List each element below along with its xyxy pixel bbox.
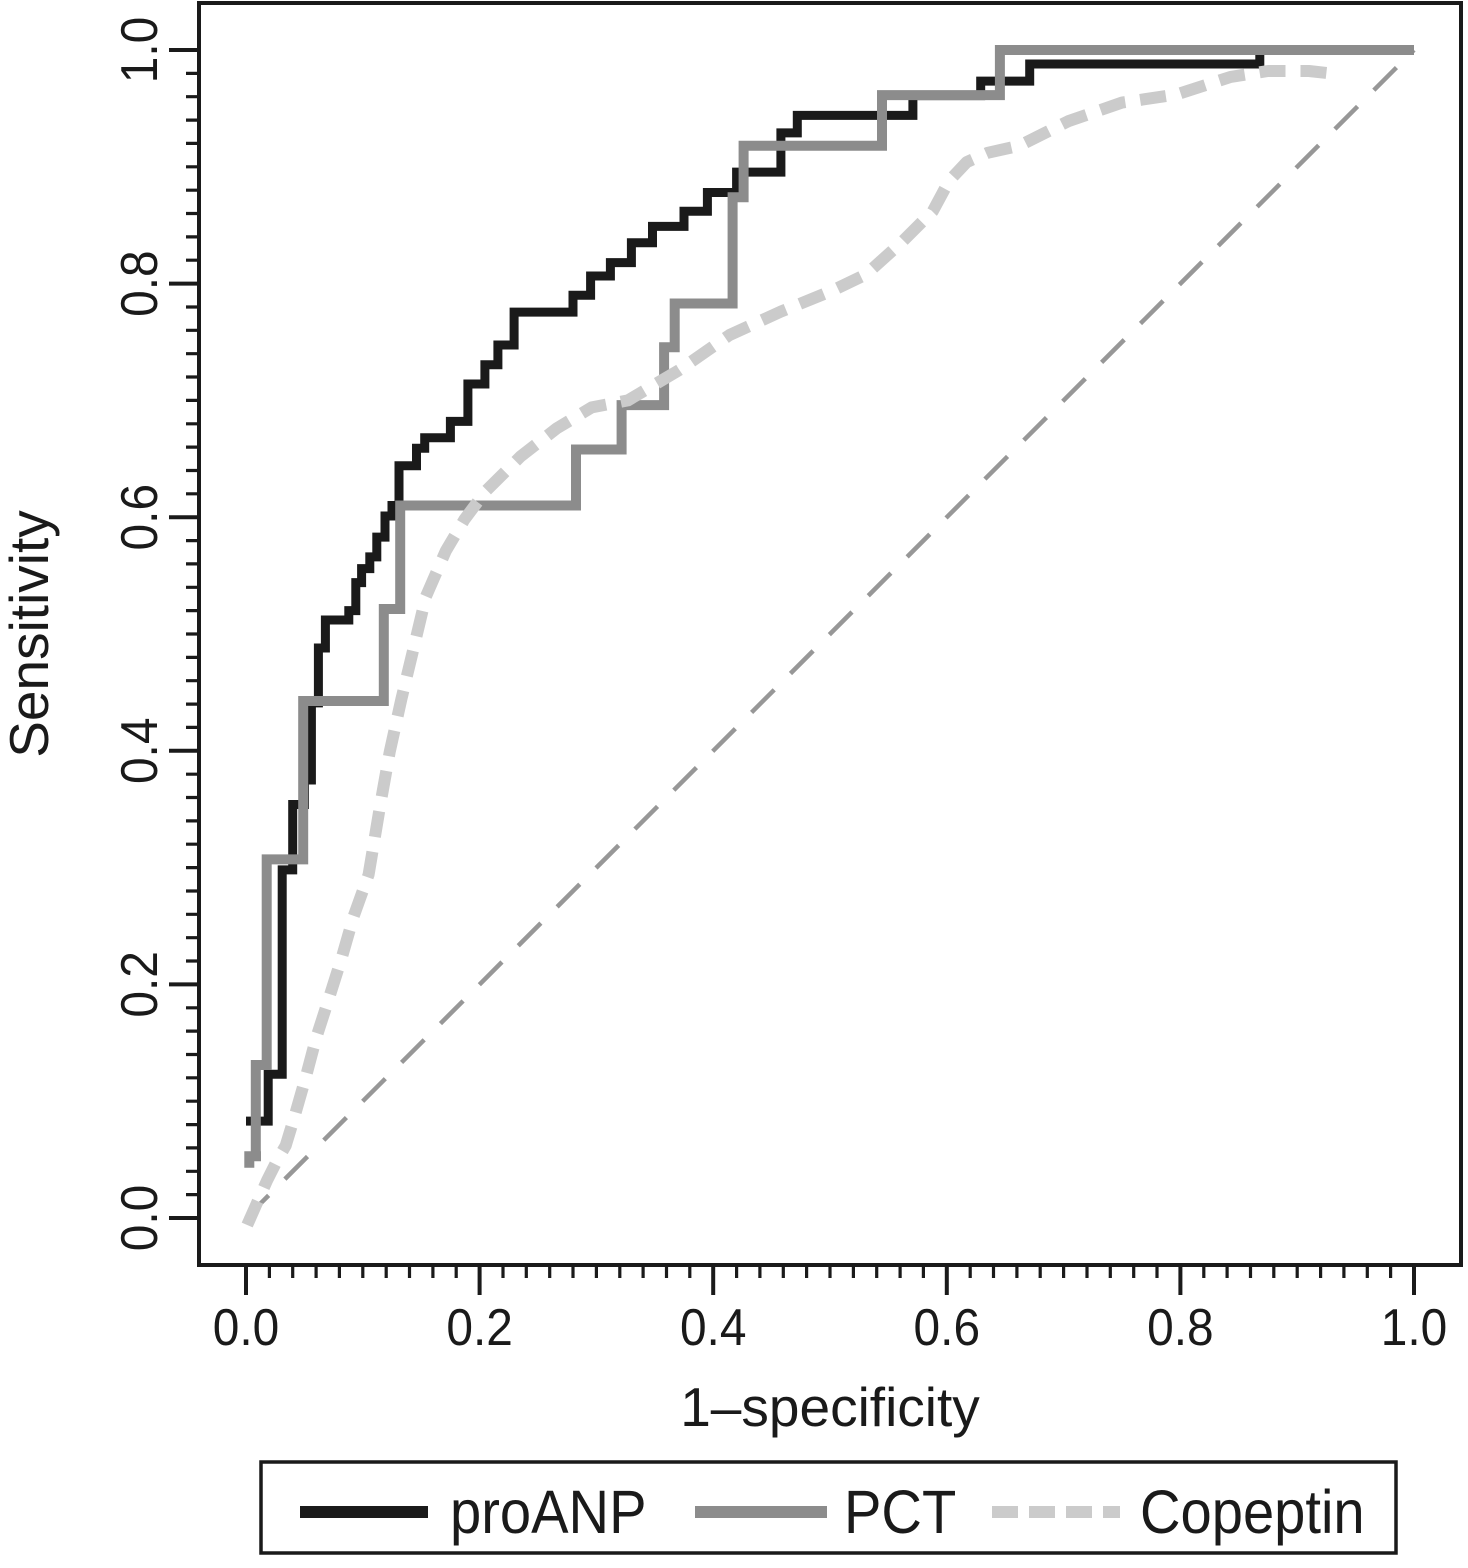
svg-text:Copeptin: Copeptin: [1140, 1479, 1365, 1547]
svg-text:0.0: 0.0: [110, 1185, 168, 1252]
svg-text:1.0: 1.0: [1381, 1298, 1448, 1356]
svg-text:proANP: proANP: [450, 1479, 646, 1547]
svg-text:0.6: 0.6: [110, 484, 168, 551]
svg-text:0.8: 0.8: [1147, 1298, 1214, 1356]
svg-text:0.4: 0.4: [110, 718, 168, 785]
svg-text:1–specificity: 1–specificity: [680, 1376, 980, 1438]
svg-text:0.6: 0.6: [914, 1298, 981, 1356]
svg-text:0.8: 0.8: [110, 250, 168, 317]
svg-text:0.0: 0.0: [213, 1298, 280, 1356]
svg-text:PCT: PCT: [844, 1479, 956, 1547]
svg-text:1.0: 1.0: [110, 17, 168, 84]
svg-text:0.4: 0.4: [680, 1298, 747, 1356]
svg-text:0.2: 0.2: [446, 1298, 513, 1356]
svg-text:Sensitivity: Sensitivity: [0, 510, 60, 758]
svg-text:0.2: 0.2: [110, 951, 168, 1018]
